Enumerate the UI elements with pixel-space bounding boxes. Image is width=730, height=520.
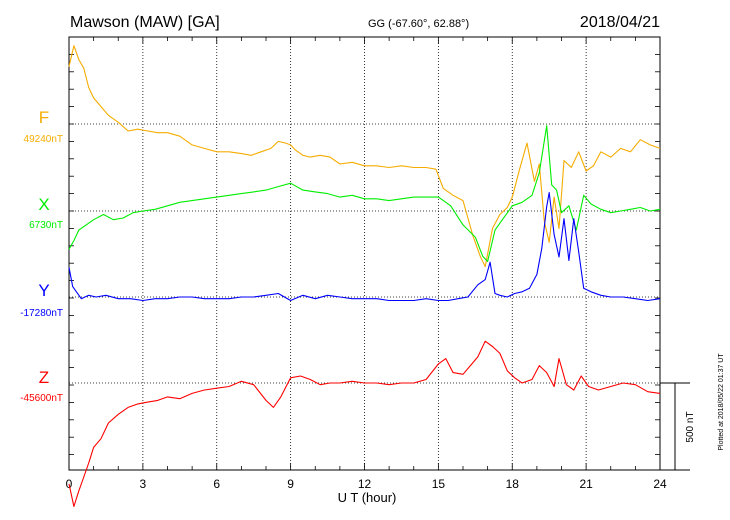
series-baseline-x: 6730nT — [29, 220, 63, 231]
chart-title: Mawson (MAW) [GA] — [70, 14, 220, 31]
scale-bar-label: 500 nT — [685, 411, 696, 442]
x-tick-label: 24 — [653, 477, 667, 491]
series-baseline-z: -45600nT — [20, 393, 63, 404]
x-tick-label: 9 — [287, 477, 294, 491]
x-tick-label: 21 — [579, 477, 593, 491]
series-group — [68, 45, 661, 508]
x-axis-label: U T (hour) — [338, 490, 397, 505]
series-name-x: X — [38, 195, 49, 214]
x-tick-label: 6 — [213, 477, 220, 491]
series-line-f — [68, 45, 661, 268]
series-name-f: F — [39, 108, 49, 127]
x-tick-label: 15 — [432, 477, 446, 491]
series-labels: F 49240nT X 6730nT Y -17280nT Z -45600nT — [20, 108, 63, 404]
x-tick-label: 12 — [358, 477, 372, 491]
axis-ticks — [68, 36, 661, 470]
series-name-y: Y — [38, 281, 49, 300]
scale-bar: 500 nT — [660, 382, 696, 471]
x-tick-labels: 0 3 6 9 12 15 18 21 24 — [66, 477, 667, 491]
series-line-y — [68, 192, 661, 302]
plotted-timestamp: Plotted at 2018/05/22 01:37 UT — [718, 353, 725, 451]
series-baseline-y: -17280nT — [20, 308, 63, 319]
grid-lines — [69, 37, 660, 470]
coordinates-label: GG (-67.60°, 62.88°) — [368, 18, 469, 30]
x-tick-label: 18 — [506, 477, 520, 491]
x-tick-label: 3 — [140, 477, 147, 491]
date-label: 2018/04/21 — [580, 14, 660, 31]
series-line-x — [68, 125, 661, 263]
series-name-z: Z — [39, 368, 49, 387]
series-line-z — [68, 340, 661, 508]
series-baseline-f: 49240nT — [24, 134, 63, 145]
